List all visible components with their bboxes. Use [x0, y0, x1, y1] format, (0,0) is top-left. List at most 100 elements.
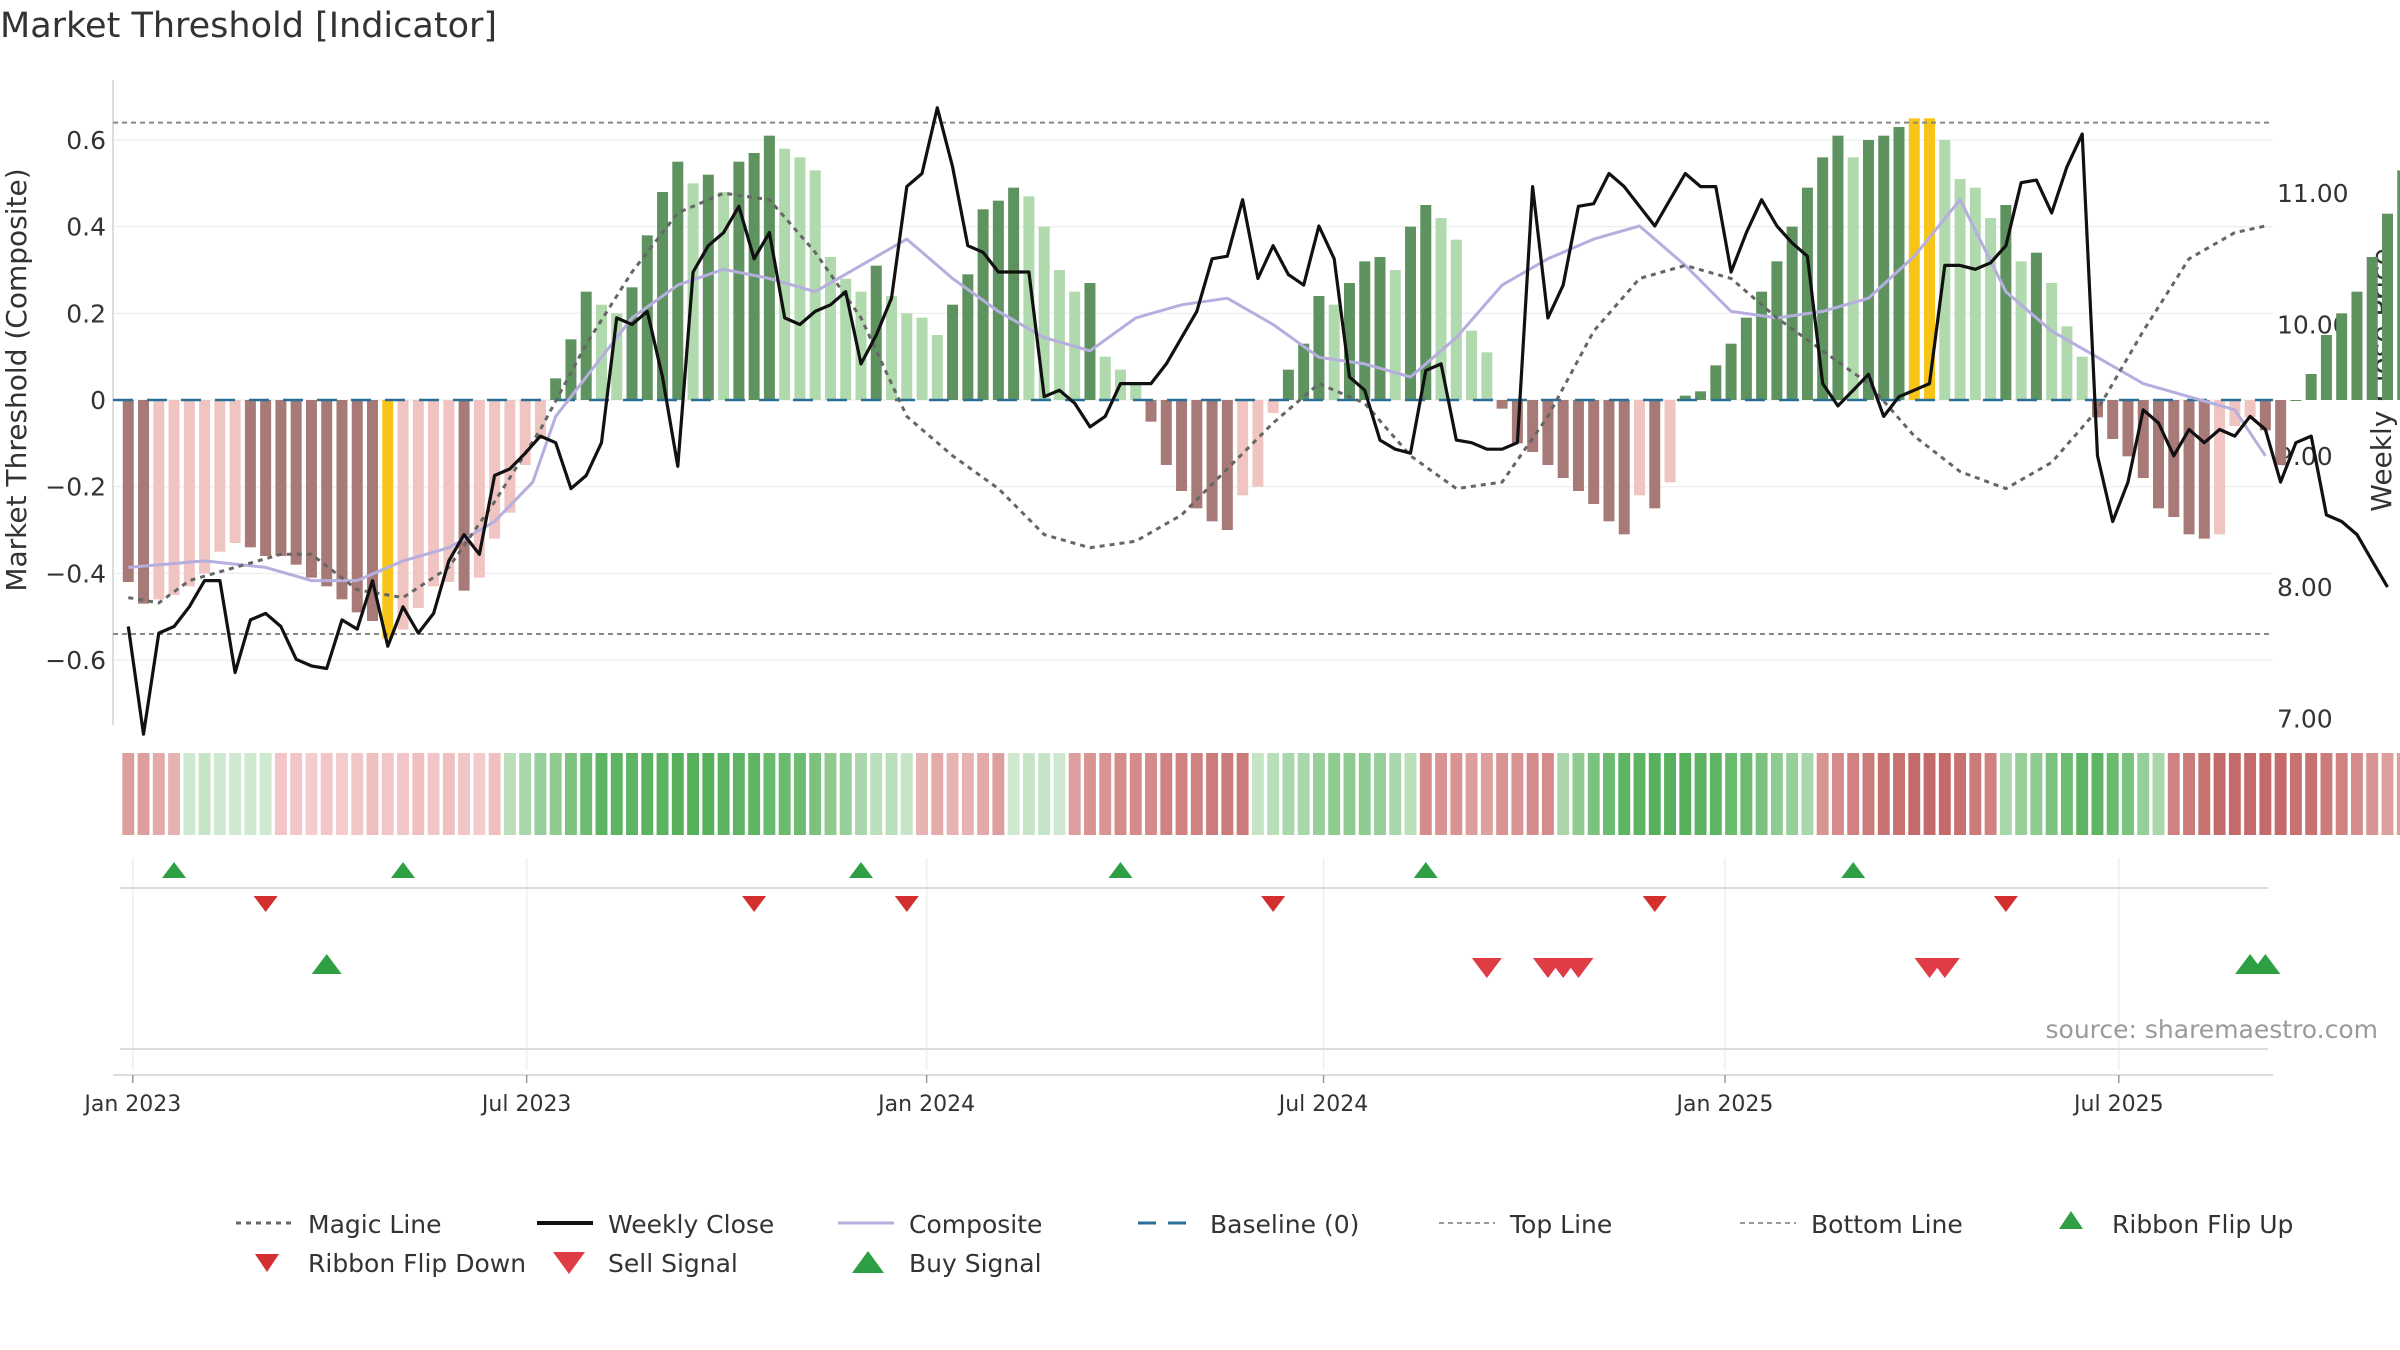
- composite-bar: [2259, 400, 2271, 431]
- ribbon-cell: [1847, 753, 1860, 835]
- composite-bar: [519, 400, 531, 465]
- y-tick-label: 0.6: [66, 126, 106, 155]
- composite-bar: [611, 313, 623, 400]
- composite-bar: [1298, 343, 1310, 400]
- x-tick-label: Jan 2024: [876, 1092, 975, 1117]
- ribbon-flip-up-marker: [391, 862, 416, 878]
- legend-label-magic: Magic Line: [308, 1210, 442, 1239]
- ribbon-cell: [137, 753, 150, 835]
- ribbon-cell: [2183, 753, 2195, 835]
- composite-bar: [1664, 400, 1676, 483]
- ribbon-cell: [992, 753, 1005, 835]
- ribbon-cell: [961, 753, 974, 835]
- composite-bar: [2229, 400, 2241, 426]
- sell-signal-marker: [1929, 958, 1960, 978]
- composite-bar: [1420, 205, 1432, 400]
- ribbon-cell: [2381, 753, 2394, 835]
- ribbon-cell: [1541, 753, 1554, 835]
- signal-markers: [162, 862, 2281, 978]
- source-note: source: sharemaestro.com: [2046, 1015, 2379, 1044]
- composite-bar: [855, 291, 867, 400]
- ribbon-cell: [626, 753, 638, 835]
- legend-label-buy: Buy Signal: [909, 1249, 1042, 1278]
- ribbon-cell: [320, 753, 333, 835]
- composite-bar: [1725, 343, 1737, 400]
- ribbon-cell: [1221, 753, 1234, 835]
- ribbon-cell: [824, 753, 837, 835]
- ribbon-cell: [1053, 753, 1066, 835]
- composite-bar: [260, 400, 272, 556]
- ribbon-cell: [2015, 753, 2028, 835]
- composite-bar: [2275, 400, 2287, 465]
- ribbon-cell: [1343, 753, 1356, 835]
- ribbon-cell: [793, 753, 806, 835]
- legend-label-close: Weekly Close: [608, 1210, 774, 1239]
- composite-bar: [2000, 205, 2012, 400]
- ribbon-cell: [336, 753, 348, 835]
- legend-item-flip-up: Ribbon Flip Up: [2059, 1210, 2293, 1239]
- ribbon-cell: [274, 753, 287, 835]
- composite-bar: [168, 400, 180, 595]
- y-tick-label: −0.2: [45, 473, 106, 502]
- composite-bar: [1634, 400, 1645, 496]
- legend-label-sell: Sell Signal: [608, 1249, 738, 1278]
- ribbon-cell: [488, 753, 501, 835]
- composite-bar: [305, 400, 317, 578]
- ribbon-cell: [1633, 753, 1646, 835]
- ribbon-cell: [1984, 753, 1997, 835]
- x-tick-label: Jul 2024: [1277, 1092, 1369, 1117]
- ribbon-cell: [503, 753, 516, 835]
- ribbon-cell: [2244, 753, 2257, 835]
- composite-bar: [1359, 261, 1371, 400]
- ribbon-cell: [1893, 753, 1905, 835]
- ribbon-cell: [2198, 753, 2211, 835]
- ribbon-cell: [1175, 753, 1188, 835]
- buy-signal-marker: [311, 954, 342, 974]
- composite-bar: [1191, 400, 1203, 509]
- ribbon-cell: [1908, 753, 1921, 835]
- composite-bar: [2244, 400, 2256, 418]
- ribbon-flip-up-marker: [1841, 862, 1866, 878]
- composite-bar: [1740, 317, 1752, 400]
- legend-swatch-flip-up: [2059, 1211, 2083, 1229]
- legend-item-bottom: Bottom Line: [1740, 1210, 1963, 1239]
- ribbon-cell: [2396, 753, 2400, 835]
- composite-bar: [2015, 261, 2027, 400]
- composite-bar: [1374, 257, 1386, 400]
- ribbon-cell: [2351, 753, 2363, 835]
- x-tick-label: Jul 2023: [480, 1092, 572, 1117]
- composite-bar: [2198, 400, 2210, 539]
- composite-bar: [382, 400, 394, 639]
- ribbon-cell: [641, 753, 654, 835]
- ribbon-cell: [534, 753, 547, 835]
- composite-bar: [763, 135, 775, 400]
- ribbon-cell: [946, 753, 959, 835]
- x-tick-label: Jul 2025: [2072, 1092, 2164, 1117]
- ribbon-cell: [1679, 753, 1692, 835]
- composite-bar: [1618, 400, 1630, 535]
- legend-label-baseline: Baseline (0): [1210, 1210, 1359, 1239]
- ribbon-strip: [122, 753, 2400, 835]
- ribbon-cell: [259, 753, 272, 835]
- ribbon-cell: [1831, 753, 1844, 835]
- legend-label-flip-down: Ribbon Flip Down: [308, 1249, 526, 1278]
- composite-bar: [2366, 257, 2378, 400]
- ribbon-cell: [1190, 753, 1203, 835]
- composite-bar: [733, 161, 745, 400]
- composite-bar: [779, 148, 791, 400]
- composite-bar: [1969, 187, 1981, 400]
- composite-bar: [534, 400, 546, 439]
- composite-bar: [1496, 400, 1508, 409]
- composite-bar: [702, 174, 714, 400]
- composite-bar: [397, 400, 409, 630]
- ribbon-cell: [656, 753, 669, 835]
- ribbon-cell: [1114, 753, 1127, 835]
- composite-bar: [2091, 400, 2103, 418]
- ribbon-cell: [1236, 753, 1249, 835]
- ribbon-flip-down-marker: [1993, 896, 2018, 912]
- ribbon-cell: [2167, 753, 2180, 835]
- ribbon-cell: [1404, 753, 1417, 835]
- ribbon-cell: [1084, 753, 1096, 835]
- composite-bar: [901, 313, 913, 400]
- composite-bar: [1038, 226, 1050, 400]
